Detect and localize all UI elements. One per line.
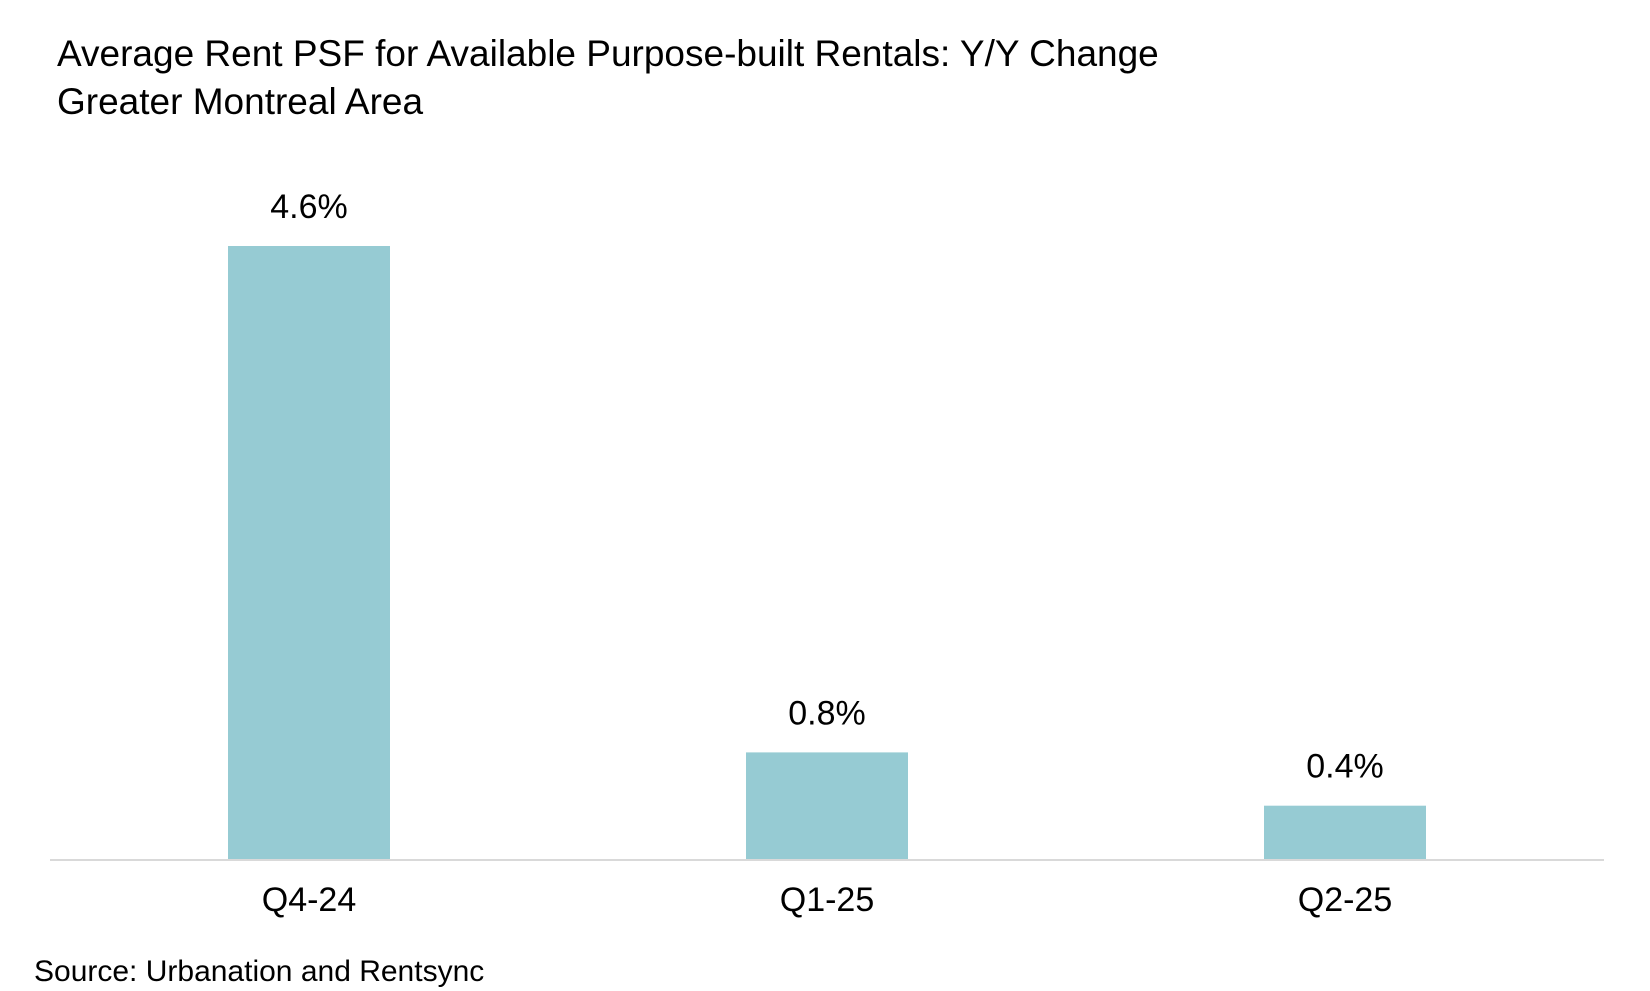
bars-group xyxy=(228,246,1426,859)
bar-q4-24 xyxy=(228,246,390,859)
chart-title-block: Average Rent PSF for Available Purpose-b… xyxy=(57,30,1159,126)
chart-title: Average Rent PSF for Available Purpose-b… xyxy=(57,33,1159,74)
data-label-q2-25: 0.4% xyxy=(1306,748,1384,786)
bar-q1-25 xyxy=(746,752,908,859)
data-labels-group: 4.6% 0.8% 0.4% xyxy=(270,188,1384,786)
x-tick-label-q4-24: Q4-24 xyxy=(262,881,357,919)
chart-subtitle: Greater Montreal Area xyxy=(57,81,424,122)
x-tick-labels-group: Q4-24 Q1-25 Q2-25 xyxy=(262,881,1393,919)
data-label-q1-25: 0.8% xyxy=(788,694,866,732)
x-tick-label-q2-25: Q2-25 xyxy=(1298,881,1393,919)
bar-q2-25 xyxy=(1264,805,1426,859)
source-note: Source: Urbanation and Rentsync xyxy=(34,955,485,988)
data-label-q4-24: 4.6% xyxy=(270,188,348,226)
x-tick-label-q1-25: Q1-25 xyxy=(780,881,875,919)
